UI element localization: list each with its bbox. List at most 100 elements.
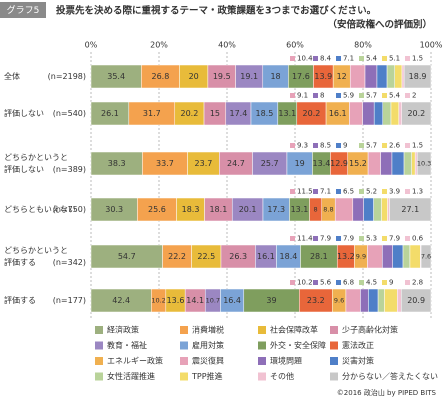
bar-segment [394,64,403,89]
category-label: 評価する [4,257,36,267]
label-swatch [359,143,364,148]
value-label: 39 [266,296,276,305]
bar-segment [397,288,402,313]
value-label: 1.3 [412,188,423,196]
credit: ©2016 政治山 by PIPED BITS [337,388,437,397]
value-label: 20.2 [407,109,425,118]
value-label: 18.1 [209,205,227,214]
label-swatch [313,93,318,98]
value-label: 4.5 [366,279,377,287]
value-label: 20.2 [303,109,321,118]
legend-swatch [180,326,188,334]
legend-swatch [180,357,188,365]
legend-swatch [95,341,103,350]
badge-bg [0,2,46,18]
category-label: どちらかというと [4,153,68,162]
x-tick-label: 100% [420,41,443,50]
label-swatch [405,56,410,61]
legend-label: 消費増税 [192,325,224,335]
x-tick-label: 20% [150,41,168,50]
legend-label: 少子高齢化対策 [342,325,398,335]
label-swatch [336,143,341,148]
label-swatch [336,56,341,61]
value-label: 10.7 [206,297,220,305]
value-label: 19 [295,159,305,168]
value-label: 22.5 [197,252,215,261]
bar-segment [363,197,374,222]
value-label: 31.7 [143,109,161,118]
value-label: 7.9 [343,235,354,243]
bar-segment [381,197,388,222]
value-label: 18.4 [280,252,298,261]
value-label: 18.5 [255,109,273,118]
label-swatch [382,236,387,241]
value-label: 17.6 [292,72,310,81]
value-label: 12.9 [330,159,348,168]
value-label: 14.1 [186,296,204,305]
value-label: 8 [314,206,318,214]
x-tick-label: 0% [85,41,98,50]
value-label: 2.8 [412,279,423,287]
bar-segment [345,288,361,313]
bar-segment [391,151,405,176]
bar-segment [382,244,393,269]
category-label: どちらかというと [4,246,68,255]
value-label: 1.5 [412,55,423,63]
bar-segment [398,101,402,126]
bar-segment [392,244,404,269]
bar-segment [390,101,400,126]
n-label: (n=177) [53,296,86,305]
legend-swatch [95,326,103,334]
label-swatch [382,143,387,148]
value-label: 5.4 [389,92,401,100]
n-label: (n=2198) [48,72,86,81]
label-swatch [359,93,364,98]
label-swatch [405,93,410,98]
value-label: 6.8 [343,279,354,287]
value-label: 27.1 [401,205,419,214]
legend-swatch [258,326,266,334]
legend-label: 経済政策 [107,325,139,335]
legend-swatch [95,372,103,381]
legend-label: 外交・安全保障 [270,340,326,350]
category-label: 全体 [4,71,20,81]
chart-title: 投票先を決める際に重視するテーマ・政策課題を3つまでお選びください。 [56,5,376,17]
label-swatch [290,93,295,98]
value-label: 11.5 [297,188,313,196]
bar-segment [389,197,432,222]
value-label: 26.1 [101,109,119,118]
label-swatch [290,189,295,194]
label-swatch [290,236,295,241]
value-label: 5.6 [320,279,332,287]
value-label: 18.3 [182,205,200,214]
value-label: 42.4 [112,296,130,305]
value-label: 13.6 [167,296,185,305]
value-label: 10.4 [297,55,313,63]
value-label: 35.4 [107,72,125,81]
value-label: 7.1 [320,188,331,196]
x-tick-label: 40% [218,41,236,50]
label-swatch [382,189,387,194]
label-swatch [336,93,341,98]
bar-segment [384,288,398,313]
value-label: 22.2 [168,252,186,261]
value-label: 16.4 [223,296,241,305]
bar-segment [368,288,379,313]
value-label: 19.5 [213,72,231,81]
value-label: 11.4 [297,235,313,243]
value-label: 7.1 [343,55,354,63]
value-label: 6.5 [343,188,354,196]
label-swatch [336,280,341,285]
bar-segment [373,101,383,126]
value-label: 13.9 [314,72,332,81]
value-label: 17.3 [267,205,285,214]
label-swatch [382,280,387,285]
bar-segment [349,64,366,89]
value-label: 9.3 [297,142,308,150]
label-swatch [336,189,341,194]
value-label: 13.1 [278,109,296,118]
bar-segment [352,197,364,222]
value-label: 13.2 [337,252,355,261]
value-label: 26.8 [151,72,169,81]
